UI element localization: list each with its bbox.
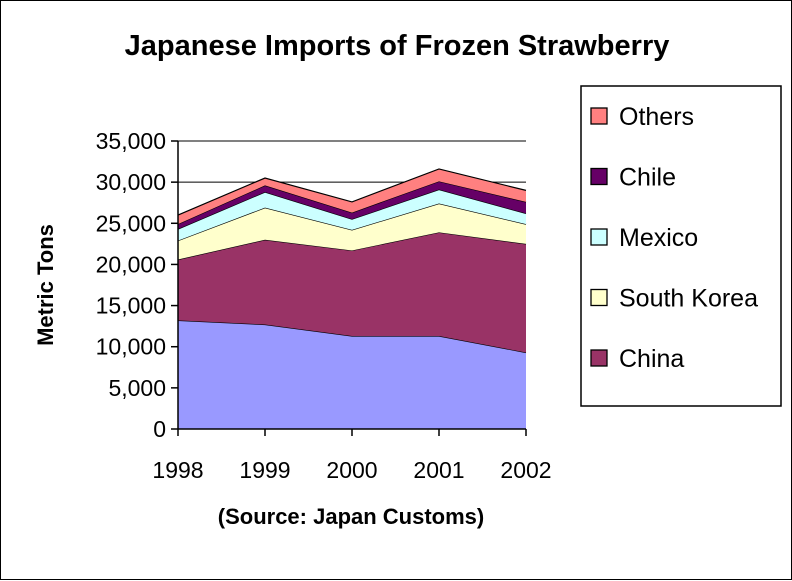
- area-south-korea: [178, 203, 526, 260]
- legend-label-mexico: Mexico: [619, 224, 698, 252]
- x-tick-label-0: 1998: [152, 457, 203, 483]
- y-tick-label-6: 30,000: [96, 169, 166, 195]
- y-tick-label-5: 25,000: [96, 210, 166, 236]
- y-tick-label-0: 0: [153, 416, 166, 442]
- legend: Others Chile Mexico South Korea China United …: [580, 85, 782, 434]
- legend-entries: Others Chile Mexico South Korea China United …: [590, 103, 769, 434]
- y-axis-title: Metric Tons: [33, 224, 58, 346]
- y-tick-label-2: 10,000: [96, 334, 166, 360]
- x-tick-label-4: 2002: [500, 457, 551, 483]
- legend-box: [580, 85, 782, 407]
- legend-label-united-states: United States: [619, 406, 769, 434]
- area-china: [178, 232, 526, 353]
- legend-label-chile: Chile: [619, 164, 676, 192]
- legend-label-south-korea: South Korea: [619, 285, 758, 313]
- y-tick-label-7: 35,000: [96, 128, 166, 154]
- area-united-states: [178, 320, 526, 429]
- y-tick-label-4: 20,000: [96, 251, 166, 277]
- y-tick-label-1: 5,000: [108, 375, 166, 401]
- legend-swatch-others: [590, 107, 608, 125]
- legend-label-others: Others: [619, 103, 694, 131]
- legend-swatch-south-korea: [590, 288, 608, 307]
- x-axis-title: (Source: Japan Customs): [218, 504, 485, 529]
- legend-swatch-mexico: [590, 228, 608, 246]
- y-tick-label-3: 15,000: [96, 293, 166, 319]
- legend-swatch-china: [590, 349, 608, 367]
- y-tick-labels: 0 5,000 10,000 15,000 20,000 25,000 30,000 35,0…: [96, 128, 178, 442]
- x-tick-label-3: 2001: [413, 457, 464, 483]
- x-tick-label-2: 2000: [326, 457, 377, 483]
- x-tick-label-1: 1999: [239, 457, 290, 483]
- legend-swatch-chile: [590, 167, 608, 186]
- area-mexico: [178, 189, 526, 241]
- x-tick-labels: 1998 1999 2000 2001 2002: [152, 429, 552, 483]
- area-others: [178, 168, 526, 225]
- legend-label-china: China: [619, 345, 684, 373]
- area-series: [177, 168, 527, 429]
- legend-swatch-united-states: [591, 411, 607, 427]
- chart-title: Japanese Imports of Frozen Strawberry: [125, 30, 670, 62]
- area-edge-others: [177, 168, 527, 216]
